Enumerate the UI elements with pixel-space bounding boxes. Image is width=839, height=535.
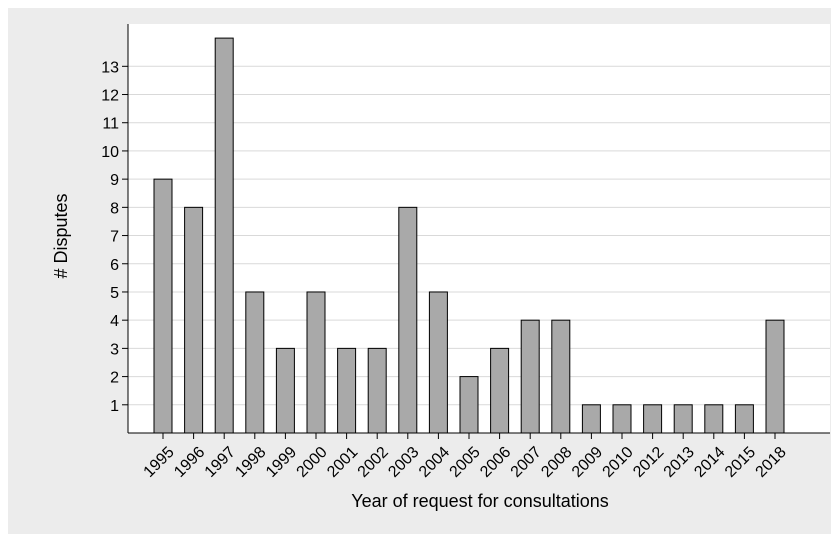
bar-2004 xyxy=(428,291,448,434)
x-tick-label-2009: 2009 xyxy=(569,444,606,481)
y-tick-label: 13 xyxy=(101,59,119,76)
x-axis-title: Year of request for consultations xyxy=(351,491,609,511)
bar-2008 xyxy=(551,319,571,434)
y-tick-label: 2 xyxy=(110,370,119,387)
x-tick-label-2014: 2014 xyxy=(691,444,728,481)
x-tick-label-2018: 2018 xyxy=(753,444,790,481)
bar-2007 xyxy=(520,319,540,434)
x-tick-label-2003: 2003 xyxy=(385,444,422,481)
y-tick-label: 10 xyxy=(101,144,119,161)
bar-1996 xyxy=(184,206,204,434)
y-tick-label: 6 xyxy=(110,257,119,274)
x-tick-label-2010: 2010 xyxy=(600,444,637,481)
bar-2013 xyxy=(673,404,693,434)
bar-2012 xyxy=(643,404,663,434)
x-tick-label-1997: 1997 xyxy=(202,444,239,481)
bar-2010 xyxy=(612,404,632,434)
x-tick-label-1996: 1996 xyxy=(171,444,208,481)
x-tick-label-2006: 2006 xyxy=(477,444,514,481)
x-tick-label-2007: 2007 xyxy=(508,444,545,481)
x-tick-label-2001: 2001 xyxy=(324,444,361,481)
bar-2002 xyxy=(367,347,387,434)
x-tick-label-2015: 2015 xyxy=(722,444,759,481)
bar-1999 xyxy=(275,347,295,434)
y-axis-title: # Disputes xyxy=(51,193,71,278)
y-tick-label: 12 xyxy=(101,88,119,105)
bar-2018 xyxy=(765,319,785,434)
bar-2005 xyxy=(459,376,479,434)
x-tick-label-2000: 2000 xyxy=(294,444,331,481)
bar-2006 xyxy=(490,347,510,434)
x-ticks: 1995199619971998199920002001200220032004… xyxy=(141,433,790,481)
bar-2001 xyxy=(337,347,357,434)
bar-1998 xyxy=(245,291,265,434)
y-tick-label: 8 xyxy=(110,200,119,217)
x-tick-label-1999: 1999 xyxy=(263,444,300,481)
x-tick-label-2004: 2004 xyxy=(416,444,453,481)
bar-2009 xyxy=(581,404,601,434)
y-tick-label: 4 xyxy=(110,313,119,330)
y-tick-label: 11 xyxy=(102,116,119,133)
plot-area xyxy=(128,24,830,433)
bar-1995 xyxy=(153,178,173,434)
chart-frame: 1 2 3 4 5 6 7 8 9 10 11 12 13 1995 1996 1997 1998 1999 20… xyxy=(8,8,831,534)
x-tick-label-2002: 2002 xyxy=(355,444,392,481)
x-tick-label-1998: 1998 xyxy=(232,444,269,481)
bar-1997 xyxy=(214,37,234,434)
x-tick-label-2005: 2005 xyxy=(447,444,484,481)
y-tick-label: 3 xyxy=(110,341,119,358)
bars xyxy=(153,37,785,434)
x-tick-label-1995: 1995 xyxy=(141,444,178,481)
bar-2014 xyxy=(704,404,724,434)
y-tick-label: 5 xyxy=(110,285,119,302)
y-tick-label: 7 xyxy=(110,229,119,246)
x-tick-label-2013: 2013 xyxy=(661,444,698,481)
bar-2003 xyxy=(398,206,418,434)
x-tick-label-2012: 2012 xyxy=(630,444,667,481)
y-tick-label: 9 xyxy=(110,172,119,189)
y-tick-label: 1 xyxy=(110,398,119,415)
grid-lines xyxy=(128,65,830,406)
bar-2015 xyxy=(734,404,754,434)
bar-2000 xyxy=(306,291,326,434)
x-tick-label-2008: 2008 xyxy=(538,444,575,481)
